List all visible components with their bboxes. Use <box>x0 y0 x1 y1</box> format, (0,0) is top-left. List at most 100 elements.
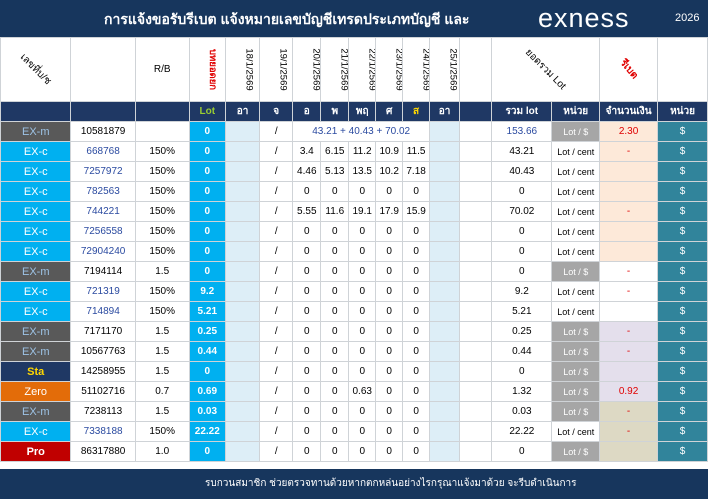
day-value-cell: 0 <box>348 441 377 462</box>
table-row: EX-m 10581879 0 /43.21 + 40.43 + 70.02 153.6… <box>0 121 708 142</box>
total-lot-cell: 0 <box>491 241 553 262</box>
header-row: เลขที่บ/ช R/B บทยอดยก 18/1/2569 19/1/256… <box>0 37 708 102</box>
rebate-amount-cell: - <box>599 341 659 362</box>
currency-cell: $ <box>657 421 708 442</box>
rb-cell: 150% <box>134 421 190 442</box>
day-cell <box>224 341 261 362</box>
table-row: EX-c 7257972 150% 0 /4.46 5.13 13.5 10.2 7.18 40.… <box>0 161 708 182</box>
day-value-cell: 0 <box>402 181 431 202</box>
day-value-cell: 0 <box>402 441 431 462</box>
spacer-cell <box>459 261 493 282</box>
lot-cell: 0 <box>188 241 226 262</box>
date-head: 18/1/2569 <box>224 37 261 102</box>
day-value-cell: 0 <box>402 281 431 302</box>
date-head: 23/1/2569 <box>375 37 404 102</box>
day-cell <box>429 181 461 202</box>
day-value-cell: 0 <box>402 321 431 342</box>
day-value-cell: 0 <box>320 381 350 402</box>
slash-cell: / <box>259 261 294 282</box>
day-cell <box>429 301 461 322</box>
lot-cell: 0 <box>188 261 226 282</box>
unit-cell: Lot / $ <box>551 121 601 142</box>
day-value-cell: 0 <box>320 341 350 362</box>
account-type-cell: EX-m <box>0 121 72 142</box>
account-number-cell: 7257972 <box>70 161 136 182</box>
spacer-cell <box>459 421 493 442</box>
exness-logo: exness <box>538 3 630 33</box>
account-number-cell: 10567763 <box>70 341 136 362</box>
account-type-cell: EX-m <box>0 321 72 342</box>
account-type-cell: EX-c <box>0 201 72 222</box>
rb-cell: 150% <box>134 161 190 182</box>
day-value-cell: 0 <box>320 181 350 202</box>
rebate-amount-cell: - <box>599 421 659 442</box>
day-value-cell: 0 <box>375 321 404 342</box>
day-value-cell: 0 <box>292 341 322 362</box>
day-cell <box>224 421 261 442</box>
subheader-row: Lot อา จ อ พ พฤ ศ ส อา รวม lot หน่วย จำน… <box>0 101 708 122</box>
unit-cell: Lot / cent <box>551 201 601 222</box>
rebate-amount-cell: - <box>599 321 659 342</box>
day-value-cell: 0 <box>292 261 322 282</box>
day-value-cell: 5.55 <box>292 201 322 222</box>
account-number-cell: 10581879 <box>70 121 136 142</box>
slash-cell: / <box>259 341 294 362</box>
lot-total-column-head: ยอดรวม Lot <box>491 37 601 102</box>
currency-cell: $ <box>657 121 708 142</box>
day-cell <box>224 161 261 182</box>
rebate-amount-cell <box>599 161 659 182</box>
unit-cell: Lot / $ <box>551 401 601 422</box>
table-row: EX-c 7338188 150% 22.22/0 0 0 0 0 22.22 Lot / cen… <box>0 421 708 442</box>
lot-cell: 0 <box>188 141 226 162</box>
rebate-amount-cell <box>599 181 659 202</box>
total-lot-cell: 0.44 <box>491 341 553 362</box>
day-subhead: อ <box>292 101 322 122</box>
unit2-subhead: หน่วย <box>657 101 708 122</box>
rb-cell: 150% <box>134 141 190 162</box>
rb-cell: 150% <box>134 301 190 322</box>
day-value-cell: 11.6 <box>320 201 350 222</box>
rb-cell: 150% <box>134 241 190 262</box>
unit-cell: Lot / cent <box>551 221 601 242</box>
day-value-cell: 0 <box>292 181 322 202</box>
day-value-cell: 0 <box>320 261 350 282</box>
unit-cell: Lot / cent <box>551 161 601 182</box>
spacer-cell <box>459 441 493 462</box>
day-cell <box>429 241 461 262</box>
table-row: EX-c 72904240 150% 0/0 0 0 0 0 0 Lot / cent $ <box>0 241 708 262</box>
slash-cell: / <box>259 441 294 462</box>
day-cell <box>429 121 461 142</box>
currency-cell: $ <box>657 341 708 362</box>
slash-cell: / <box>259 401 294 422</box>
rebate-amount-cell: - <box>599 261 659 282</box>
total-lot-cell: 0 <box>491 221 553 242</box>
table-row: EX-c 721319 150% 9.2/0 0 0 0 0 9.2 Lot / cent - $ <box>0 281 708 302</box>
rb-cell: 150% <box>134 281 190 302</box>
rebate-amount-cell <box>599 241 659 262</box>
day-value-cell: 0 <box>348 281 377 302</box>
total-lot-cell: 5.21 <box>491 301 553 322</box>
slash-cell: / <box>259 161 294 182</box>
day-value-cell: 0 <box>402 221 431 242</box>
day-value-cell: 0 <box>348 221 377 242</box>
table-row: EX-c 668768 150% 0 /3.4 6.15 11.2 10.9 11.5 43.21… <box>0 141 708 162</box>
rb-cell: 150% <box>134 221 190 242</box>
rebate-column-head: รีเบต <box>599 37 659 102</box>
day-cell <box>429 221 461 242</box>
spacer-cell <box>459 141 493 162</box>
day-cell <box>429 441 461 462</box>
table-row: EX-c 782563 150% 0/0 0 0 0 0 0 Lot / cent $ <box>0 181 708 202</box>
day-cell <box>224 301 261 322</box>
total-lot-cell: 0.03 <box>491 401 553 422</box>
lot-cell: 5.21 <box>188 301 226 322</box>
day-subhead: พ <box>320 101 350 122</box>
currency-cell: $ <box>657 361 708 382</box>
lot-cell: 0 <box>188 161 226 182</box>
table-row: EX-m 7171170 1.5 0.25/0 0 0 0 0 0.25 Lot / $ - $ <box>0 321 708 342</box>
day-value-cell: 0 <box>375 301 404 322</box>
rebate-amount-cell <box>599 361 659 382</box>
slash-cell: / <box>259 201 294 222</box>
slash-cell: / <box>259 121 294 142</box>
day-cell <box>429 341 461 362</box>
